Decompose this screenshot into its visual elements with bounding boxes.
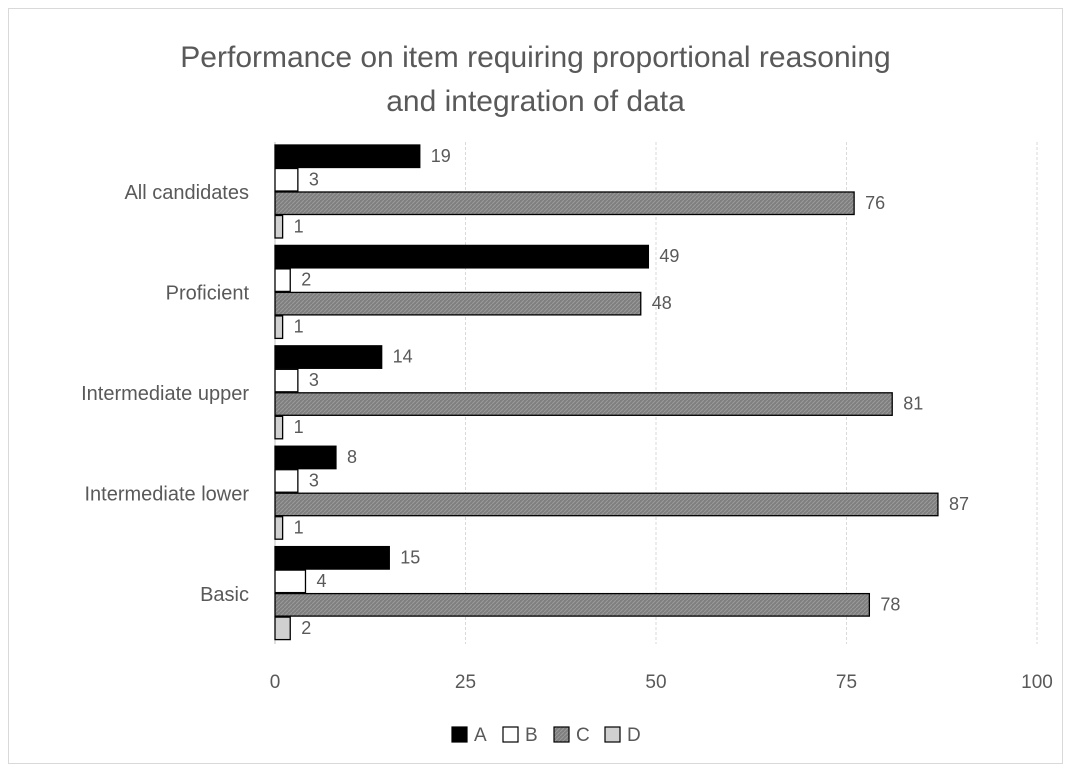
bar-b — [274, 469, 299, 493]
data-label: 2 — [301, 618, 311, 638]
bar-b — [274, 368, 299, 393]
category-label: All candidates — [124, 182, 249, 204]
bar-d — [274, 415, 284, 440]
legend-label-c: C — [576, 725, 590, 746]
category-label: Proficient — [166, 283, 250, 305]
bar-d — [274, 516, 284, 540]
legend-label-d: D — [627, 725, 641, 746]
bar-c — [274, 392, 893, 416]
legend-swatch-a — [451, 726, 468, 743]
x-tick-label: 100 — [1021, 672, 1053, 693]
chart-title: Performance on item requiring proportion… — [0, 36, 1071, 124]
data-label: 81 — [903, 394, 923, 414]
x-tick-label: 50 — [645, 672, 666, 693]
legend-label-b: B — [525, 725, 538, 746]
bar-d — [274, 616, 291, 641]
legend-label-a: A — [474, 725, 487, 746]
bars — [274, 144, 939, 641]
data-label: 3 — [309, 169, 319, 189]
legend-swatch-d — [604, 726, 621, 743]
data-label: 1 — [294, 417, 304, 437]
x-tick-label: 75 — [836, 672, 857, 693]
data-label: 14 — [393, 347, 413, 367]
bar-b — [274, 167, 299, 192]
data-label: 87 — [949, 494, 969, 514]
bar-d — [274, 315, 284, 340]
data-label: 76 — [865, 193, 885, 213]
data-label: 49 — [659, 246, 679, 266]
data-label: 1 — [294, 517, 304, 537]
data-label: 8 — [347, 447, 357, 467]
data-label: 48 — [652, 293, 672, 313]
data-label: 1 — [294, 317, 304, 337]
bar-c — [274, 492, 939, 517]
labels: 0 25 50 75 100 All candidates 19 3 76 1 Proficient… — [81, 146, 1053, 693]
category-label: Basic — [200, 584, 249, 606]
chart-title-line-1: Performance on item requiring proportion… — [180, 41, 891, 74]
chart-frame — [8, 8, 1063, 764]
category-label: Intermediate upper — [81, 383, 249, 405]
bar-b — [274, 268, 291, 293]
bar-a — [274, 144, 421, 169]
data-label: 3 — [309, 470, 319, 490]
bar-c — [274, 191, 855, 216]
chart-title-line-2: and integration of data — [386, 85, 685, 118]
data-label: 1 — [294, 216, 304, 236]
x-tick-label: 0 — [270, 672, 281, 693]
bar-c — [274, 291, 642, 316]
bar-a — [274, 244, 650, 269]
data-label: 15 — [400, 547, 420, 567]
category-label: Intermediate lower — [84, 483, 249, 505]
data-label: 2 — [301, 270, 311, 290]
legend-swatch-b — [502, 726, 519, 743]
bar-b — [274, 569, 307, 594]
bar-a — [274, 545, 390, 570]
x-tick-label: 25 — [455, 672, 476, 693]
legend: A B C D — [451, 725, 641, 746]
bar-a — [274, 345, 383, 369]
data-label: 4 — [316, 571, 326, 591]
data-label: 78 — [880, 594, 900, 614]
legend-swatch-c — [553, 726, 570, 743]
data-label: 3 — [309, 370, 319, 390]
bar-c — [274, 592, 871, 617]
data-label: 19 — [431, 146, 451, 166]
bar-a — [274, 445, 337, 470]
bar-d — [274, 214, 284, 239]
